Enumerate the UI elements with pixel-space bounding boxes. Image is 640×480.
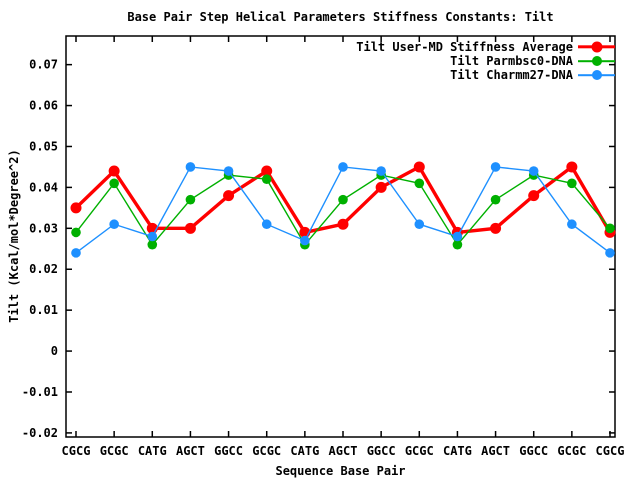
plot-border xyxy=(65,35,616,438)
x-tick-label: AGCT xyxy=(176,444,205,458)
y-tick-label: 0 xyxy=(51,344,58,358)
legend-row-2: Tilt Charmm27-DNA xyxy=(356,68,615,82)
chart-title: Base Pair Step Helical Parameters Stiffn… xyxy=(127,10,554,24)
data-point xyxy=(147,239,158,250)
y-tick-label: 0.07 xyxy=(29,58,58,72)
data-point xyxy=(300,235,310,246)
legend: Tilt User-MD Stiffness Average Tilt Parmb… xyxy=(356,40,615,82)
data-point xyxy=(108,165,120,177)
data-point xyxy=(223,190,235,202)
data-point xyxy=(147,231,158,242)
x-tick-label: GCGC xyxy=(557,444,586,458)
x-tick-label: CATG xyxy=(138,444,167,458)
data-point xyxy=(376,166,386,176)
y-tick-label: 0.01 xyxy=(29,303,58,317)
legend-marker-icon xyxy=(578,40,615,54)
x-tick-label: CATG xyxy=(443,444,472,458)
data-point xyxy=(413,161,425,173)
x-tick-label: AGCT xyxy=(481,444,510,458)
x-tick-label: CATG xyxy=(290,444,319,458)
data-point xyxy=(337,218,349,230)
legend-marker-icon xyxy=(578,68,615,82)
x-tick-label: GCGC xyxy=(100,444,129,458)
data-point xyxy=(261,174,272,185)
data-point xyxy=(605,248,615,258)
y-tick-label: 0.06 xyxy=(29,99,58,113)
legend-row-1: Tilt Parmbsc0-DNA xyxy=(356,54,615,68)
data-point xyxy=(261,219,272,230)
x-tick-label: GGCC xyxy=(214,444,243,458)
y-tick-label: 0.03 xyxy=(29,221,58,235)
data-point xyxy=(184,222,196,234)
x-tick-label: GGCC xyxy=(367,444,396,458)
x-tick-label: GCGC xyxy=(405,444,434,458)
data-point xyxy=(109,219,119,230)
x-axis-label: Sequence Base Pair xyxy=(275,464,406,478)
legend-marker-icon xyxy=(578,54,615,68)
data-point xyxy=(490,162,501,172)
y-tick-label: 0.04 xyxy=(29,180,58,194)
data-point xyxy=(338,162,348,172)
data-point xyxy=(528,166,539,176)
data-point xyxy=(528,190,540,202)
data-point xyxy=(375,181,387,193)
data-point xyxy=(566,161,578,173)
data-point xyxy=(70,202,82,214)
data-point xyxy=(71,227,81,238)
data-point xyxy=(338,194,348,205)
data-point xyxy=(490,222,502,234)
data-point xyxy=(567,178,577,189)
x-tick-label: GGCC xyxy=(519,444,548,458)
y-tick-label: 0.02 xyxy=(29,262,58,276)
x-tick-label: AGCT xyxy=(329,444,358,458)
y-tick-label: -0.01 xyxy=(22,385,58,399)
data-point xyxy=(185,162,196,172)
data-point xyxy=(185,194,196,205)
legend-row-0: Tilt User-MD Stiffness Average xyxy=(356,40,615,54)
data-point xyxy=(223,166,234,176)
y-tick-label: 0.05 xyxy=(29,139,58,153)
x-tick-label: CGCG xyxy=(62,444,91,458)
y-tick-label: -0.02 xyxy=(22,426,58,440)
data-point xyxy=(567,219,577,230)
data-point xyxy=(605,223,615,234)
legend-label: Tilt Parmbsc0-DNA xyxy=(450,54,573,68)
data-point xyxy=(71,248,81,258)
x-tick-label: GCGC xyxy=(252,444,281,458)
data-point xyxy=(414,219,425,230)
data-point xyxy=(414,178,425,189)
data-point xyxy=(490,194,501,205)
data-point xyxy=(109,178,119,189)
data-point xyxy=(452,231,463,242)
legend-label: Tilt Charmm27-DNA xyxy=(450,68,573,82)
x-tick-label: CGCG xyxy=(596,444,625,458)
legend-label: Tilt User-MD Stiffness Average xyxy=(356,40,573,54)
data-point xyxy=(261,165,273,177)
y-axis-label: Tilt (Kcal/mol*Degree^2) xyxy=(7,149,21,323)
data-point xyxy=(452,239,463,250)
